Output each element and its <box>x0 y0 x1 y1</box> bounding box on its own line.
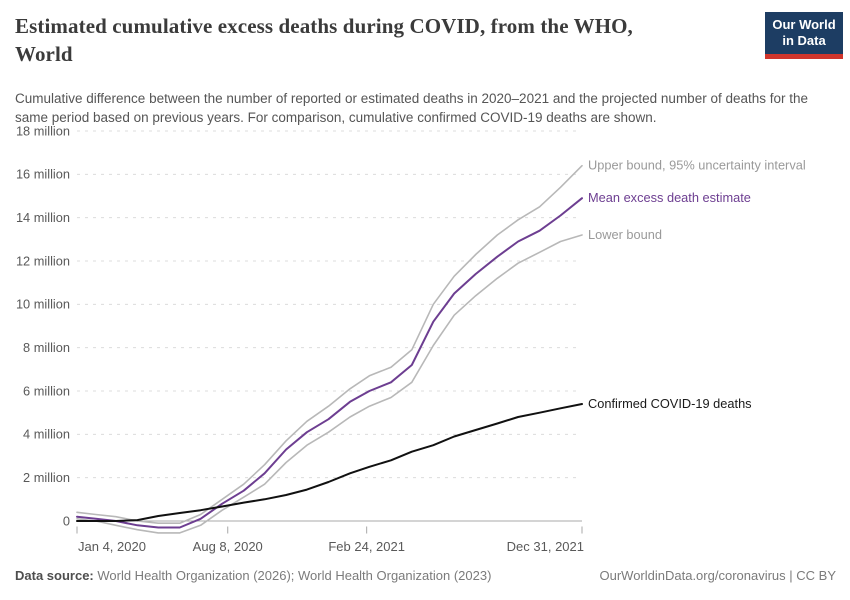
y-axis-label-12: 12 million <box>16 253 70 268</box>
owid-logo-line-2: in Data <box>782 33 826 49</box>
y-axis-label-0: 0 <box>63 513 70 528</box>
series-line-lower-bound <box>76 234 583 534</box>
series-end-label-confirmed-covid-19-deaths: Confirmed COVID-19 deaths <box>588 396 752 411</box>
series-end-label-lower-bound: Lower bound <box>588 227 662 242</box>
title-line-1: Estimated cumulative excess deaths durin… <box>15 14 633 38</box>
series-end-label-upper-bound-95-uncertainty-interval: Upper bound, 95% uncertainty interval <box>588 158 806 173</box>
series-line-confirmed-covid-19-deaths <box>76 403 583 522</box>
y-axis-label-16: 16 million <box>16 167 70 182</box>
data-source-value: World Health Organization (2026); World … <box>93 568 492 583</box>
y-axis-label-14: 14 million <box>16 210 70 225</box>
x-axis-label-jan-4-2020: Jan 4, 2020 <box>78 539 146 554</box>
x-axis-label-dec-31-2021: Dec 31, 2021 <box>507 539 584 554</box>
data-source-label: Data source: <box>15 568 94 583</box>
owid-url-license-link[interactable]: OurWorldinData.org/coronavirus | CC BY <box>599 568 836 583</box>
x-axis-label-feb-24-2021: Feb 24, 2021 <box>328 539 405 554</box>
y-axis-label-6: 6 million <box>23 383 70 398</box>
y-axis-label-18: 18 million <box>16 123 70 138</box>
series-end-label-mean-excess-death-estimate: Mean excess death estimate <box>588 190 751 205</box>
y-axis-label-4: 4 million <box>23 427 70 442</box>
owid-logo-line-1: Our World <box>772 17 836 32</box>
page-title: Estimated cumulative excess deaths durin… <box>15 13 633 68</box>
y-axis-label-10: 10 million <box>16 297 70 312</box>
y-axis-label-2: 2 million <box>23 470 70 485</box>
chart-subtitle: Cumulative difference between the number… <box>15 91 809 126</box>
series-line-mean-excess-death-estimate <box>76 197 583 529</box>
owid-logo[interactable]: Our World in Data <box>765 12 843 59</box>
x-axis-label-aug-8-2020: Aug 8, 2020 <box>193 539 263 554</box>
title-line-2: World <box>15 41 73 66</box>
series-line-upper-bound-95-uncertainty-interval <box>76 164 583 525</box>
data-source-note: Data source: World Health Organization (… <box>15 568 491 583</box>
y-axis-label-8: 8 million <box>23 340 70 355</box>
